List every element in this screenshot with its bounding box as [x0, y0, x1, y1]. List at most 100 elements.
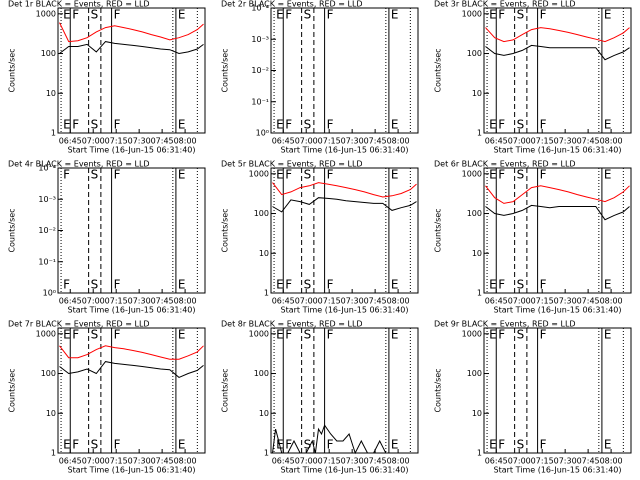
event-label-top: E: [63, 8, 71, 22]
y-axis-label: Counts/sec: [434, 208, 443, 252]
event-label-bottom: E: [604, 118, 612, 132]
series-line: [485, 44, 630, 61]
event-label-top: E: [276, 328, 284, 342]
event-label-top: F: [327, 168, 334, 182]
x-tick-label: 07:30: [341, 457, 364, 466]
series-line: [59, 345, 204, 360]
x-tick-label: 07:45: [364, 137, 387, 146]
y-tick-label: 100: [467, 209, 482, 218]
x-tick-label: 07:00: [508, 457, 531, 466]
x-tick-label: 06:45: [272, 297, 295, 306]
x-axis-label: Start Time (16-Jun-15 06:31:40): [68, 466, 196, 475]
y-tick-label: 100: [41, 49, 56, 58]
event-label-top: S: [304, 328, 312, 342]
x-tick-label: 06:45: [272, 457, 295, 466]
event-label-bottom: F: [285, 118, 292, 132]
x-tick-label: 07:45: [364, 297, 387, 306]
event-label-bottom: S: [91, 438, 99, 452]
x-tick-label: 07:15: [531, 137, 554, 146]
event-label-bottom: E: [391, 118, 399, 132]
event-label-bottom: E: [391, 278, 399, 292]
y-tick-label: 10: [46, 89, 56, 98]
y-axis-label: Counts/sec: [221, 48, 230, 92]
x-axis-label: Start Time (16-Jun-15 06:31:40): [281, 146, 409, 155]
series-line: [272, 182, 417, 198]
x-tick-label: 07:30: [128, 297, 151, 306]
panel-title: Det 4r BLACK = Events, RED = LLD: [8, 160, 150, 169]
y-axis-label: Counts/sec: [221, 368, 230, 412]
panel-title: Det 3r BLACK = Events, RED = LLD: [434, 0, 576, 9]
event-label-bottom: S: [91, 278, 99, 292]
event-label-bottom: F: [72, 438, 79, 452]
panel-title: Det 7r BLACK = Events, RED = LLD: [8, 320, 150, 329]
x-tick-label: 08:00: [600, 457, 623, 466]
y-tick-label: 10⁻¹: [251, 97, 269, 106]
event-label-bottom: F: [114, 278, 121, 292]
panel: Det 6r BLACK = Events, RED = LLD Counts/s…: [434, 160, 632, 315]
panel: Det 1r BLACK = Events, RED = LLD Counts/s…: [8, 0, 206, 155]
x-tick-label: 08:00: [174, 297, 197, 306]
event-label-top: F: [327, 8, 334, 22]
y-tick-label: 100: [467, 49, 482, 58]
x-tick-label: 07:30: [554, 457, 577, 466]
panel: Det 8r BLACK = Events, RED = LLD Counts/s…: [221, 320, 419, 475]
event-label-top: E: [391, 8, 399, 22]
event-label-top: E: [489, 168, 497, 182]
event-label-bottom: F: [72, 118, 79, 132]
event-label-bottom: E: [178, 118, 186, 132]
x-axis-label: Start Time (16-Jun-15 06:31:40): [281, 306, 409, 315]
event-label-bottom: F: [540, 118, 547, 132]
panel-title: Det 2r BLACK = Events, RED = LLD: [221, 0, 363, 9]
panel: Det 9r BLACK = Events, RED = LLD Counts/s…: [434, 320, 632, 475]
x-tick-label: 06:45: [485, 297, 508, 306]
y-tick-label: 10: [259, 249, 269, 258]
y-tick-label: 1000: [36, 329, 56, 338]
y-tick-label: 10: [472, 89, 482, 98]
y-axis-label: Counts/sec: [8, 48, 17, 92]
plot-frame: [57, 327, 206, 454]
event-label-top: F: [498, 8, 505, 22]
panel: Det 5r BLACK = Events, RED = LLD Counts/s…: [221, 160, 419, 315]
event-label-top: E: [391, 328, 399, 342]
x-tick-label: 07:30: [554, 137, 577, 146]
event-label-top: S: [304, 8, 312, 22]
x-tick-label: 07:00: [82, 457, 105, 466]
event-label-top: F: [72, 8, 79, 22]
x-tick-label: 07:00: [295, 457, 318, 466]
x-tick-label: 07:30: [341, 137, 364, 146]
x-tick-label: 08:00: [387, 297, 410, 306]
plot-frame: [270, 167, 419, 294]
y-tick-label: 100: [41, 369, 56, 378]
series-line: [485, 204, 630, 221]
y-tick-label: 10: [472, 409, 482, 418]
x-tick-label: 07:30: [554, 297, 577, 306]
y-tick-label: 1000: [462, 169, 482, 178]
event-label-bottom: E: [276, 118, 284, 132]
event-label-bottom: F: [63, 278, 70, 292]
event-label-bottom: F: [327, 278, 334, 292]
event-label-bottom: E: [178, 278, 186, 292]
event-label-bottom: F: [498, 278, 505, 292]
event-label-top: E: [391, 168, 399, 182]
x-tick-label: 07:15: [318, 137, 341, 146]
y-tick-label: 10: [259, 409, 269, 418]
series-line: [59, 361, 204, 378]
plot-frame: [483, 7, 632, 134]
y-tick-label: 1: [264, 289, 269, 298]
plot-frame: [483, 327, 632, 454]
event-label-bottom: E: [489, 118, 497, 132]
x-tick-label: 08:00: [387, 457, 410, 466]
event-label-top: S: [517, 328, 525, 342]
event-label-bottom: E: [276, 278, 284, 292]
plot-frame: [270, 7, 419, 134]
x-axis-label: Start Time (16-Jun-15 06:31:40): [494, 466, 622, 475]
y-tick-label: 100: [254, 209, 269, 218]
event-label-bottom: F: [540, 278, 547, 292]
event-label-bottom: F: [327, 438, 334, 452]
x-tick-label: 07:45: [151, 297, 174, 306]
y-tick-label: 10⁻³: [251, 35, 269, 44]
event-label-top: S: [91, 328, 99, 342]
x-tick-label: 07:15: [531, 297, 554, 306]
event-label-top: S: [517, 8, 525, 22]
x-axis-label: Start Time (16-Jun-15 06:31:40): [68, 306, 196, 315]
